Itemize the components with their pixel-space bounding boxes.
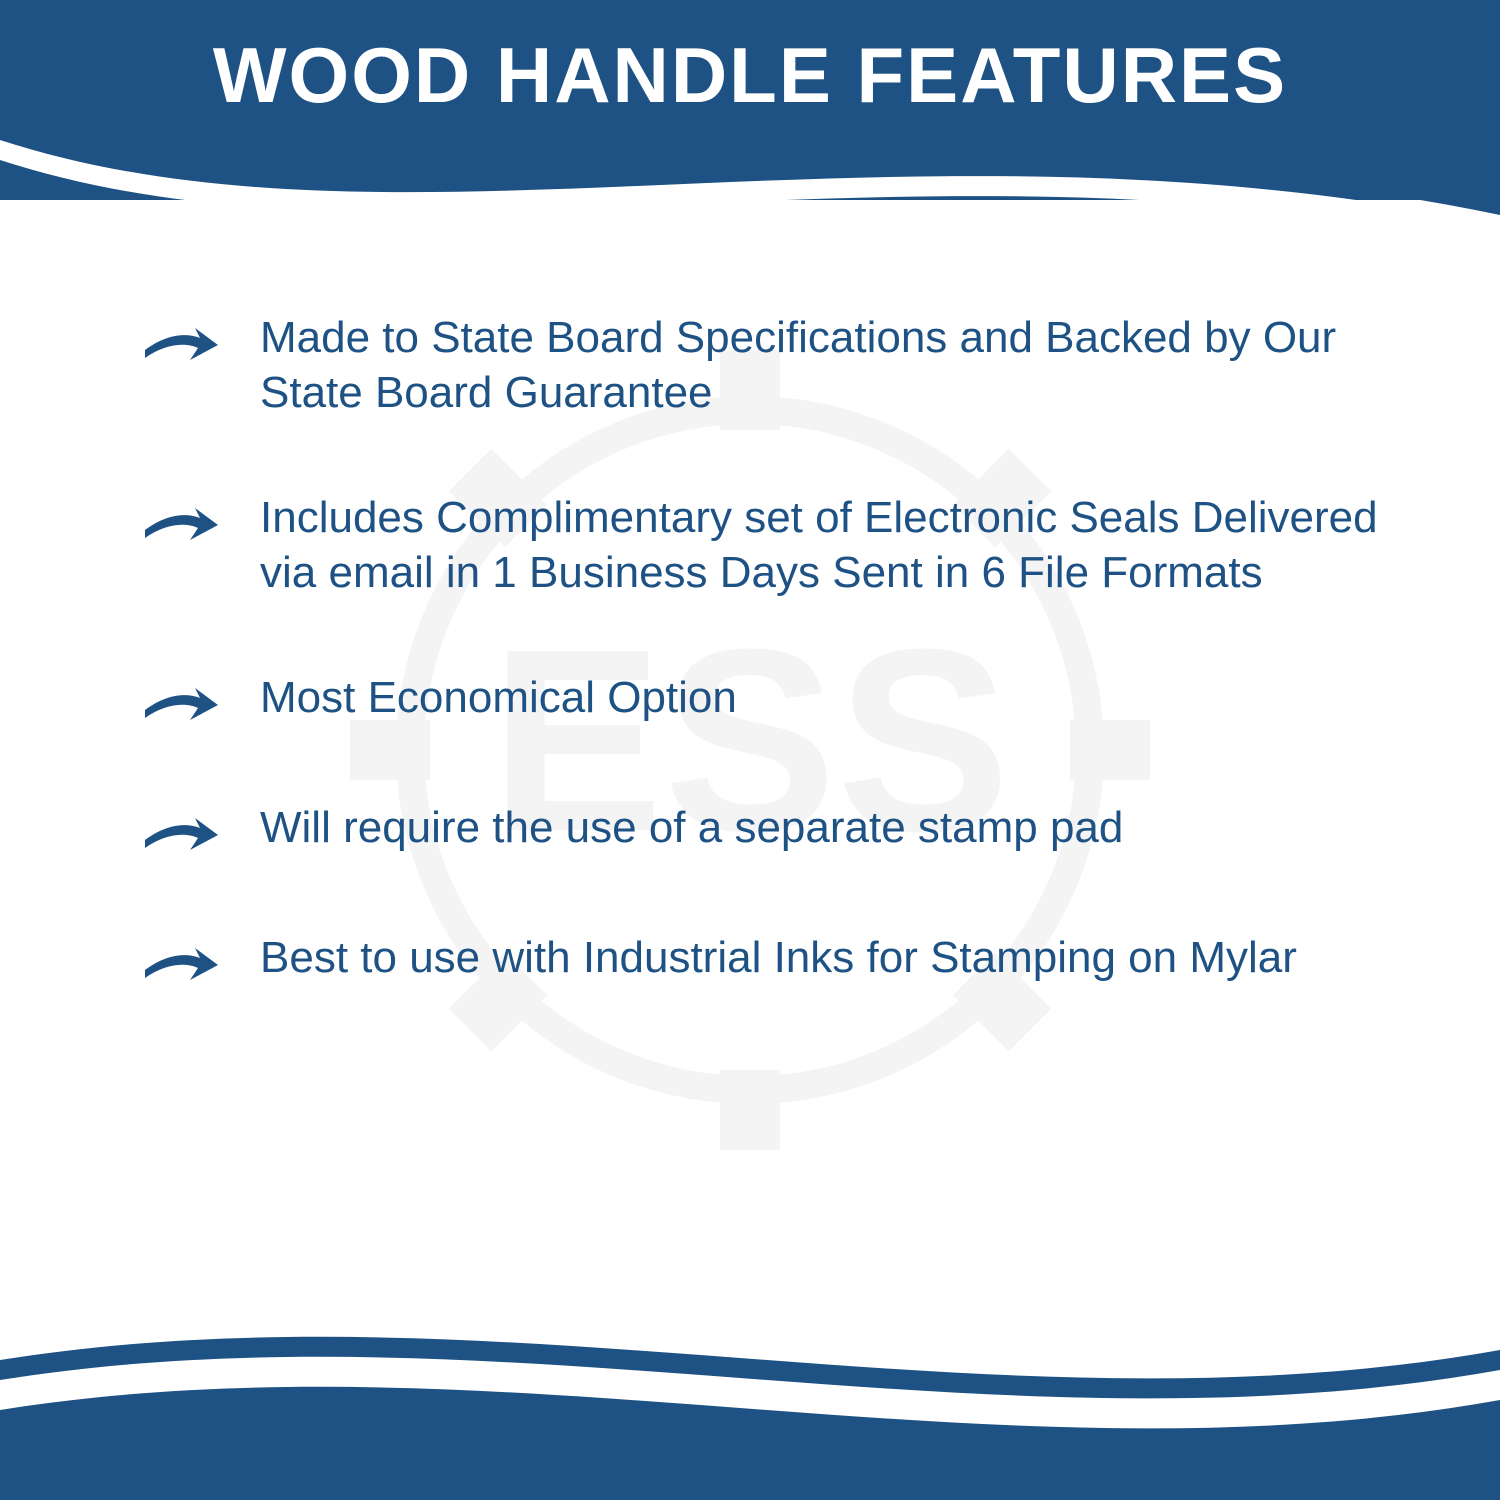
page-title: WOOD HANDLE FEATURES [0, 30, 1500, 121]
arrow-right-icon [140, 500, 220, 550]
feature-text: Best to use with Industrial Inks for Sta… [220, 930, 1297, 985]
header-wave-decoration [0, 120, 1500, 300]
feature-item: Made to State Board Specifications and B… [140, 310, 1440, 420]
feature-text: Includes Complimentary set of Electronic… [220, 490, 1440, 600]
footer-wave-decoration [0, 1280, 1500, 1500]
arrow-right-icon [140, 810, 220, 860]
arrow-right-icon [140, 680, 220, 730]
arrow-right-icon [140, 940, 220, 990]
feature-text: Will require the use of a separate stamp… [220, 800, 1123, 855]
arrow-right-icon [140, 320, 220, 370]
feature-text: Most Economical Option [220, 670, 737, 725]
feature-item: Most Economical Option [140, 670, 1440, 730]
feature-text: Made to State Board Specifications and B… [220, 310, 1440, 420]
feature-item: Includes Complimentary set of Electronic… [140, 490, 1440, 600]
feature-item: Will require the use of a separate stamp… [140, 800, 1440, 860]
features-list: Made to State Board Specifications and B… [140, 310, 1440, 1060]
feature-item: Best to use with Industrial Inks for Sta… [140, 930, 1440, 990]
